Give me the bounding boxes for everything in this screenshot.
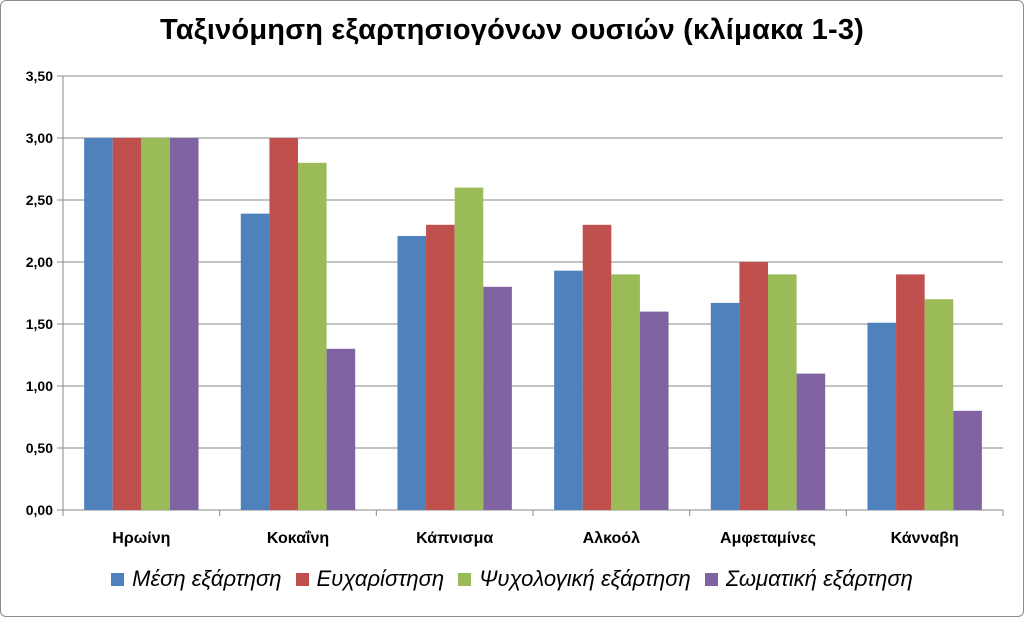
bar	[298, 162, 327, 511]
bar	[326, 348, 356, 510]
bar	[269, 138, 298, 510]
legend-label: Μέση εξάρτηση	[132, 566, 282, 591]
y-tick-label: 0,50	[26, 440, 53, 456]
bar	[710, 302, 740, 510]
y-tick-label: 3,50	[26, 68, 53, 84]
x-tick-label: Κάπνισμα	[416, 530, 493, 547]
bar	[796, 373, 826, 510]
legend-item-physical-dependence: Σωματική εξάρτηση	[704, 566, 913, 592]
y-tick-label: 2,50	[26, 192, 53, 208]
bar	[169, 138, 199, 510]
legend-swatch-avg-dependence	[111, 572, 125, 586]
legend-item-pleasure: Ευχαρίστηση	[295, 566, 445, 592]
legend-label: Ευχαρίστηση	[316, 566, 445, 591]
bar	[84, 138, 113, 510]
bar	[867, 322, 897, 510]
chart-title: Ταξινόμηση εξαρτησιογόνων ουσιών (κλίμακ…	[159, 14, 865, 46]
y-tick-label: 1,50	[26, 316, 53, 332]
bar	[454, 187, 484, 510]
bar	[397, 235, 427, 510]
bar	[639, 311, 669, 510]
x-tick-label: Κοκαΐνη	[267, 530, 329, 547]
bar	[426, 224, 455, 511]
legend-label: Ψυχολογική εξάρτηση	[479, 566, 691, 591]
y-tick-label: 0,00	[26, 502, 53, 518]
legend-label: Σωματική εξάρτηση	[725, 566, 913, 591]
bar	[953, 410, 982, 510]
legend-swatch-physical-dependence	[704, 572, 718, 586]
y-tick-label: 3,00	[26, 130, 53, 146]
bar	[483, 286, 512, 510]
bar	[582, 224, 612, 511]
legend-item-psychological-dependence: Ψυχολογική εξάρτηση	[458, 566, 691, 592]
bar	[739, 262, 768, 510]
bar	[112, 138, 142, 510]
y-tick-label: 2,00	[26, 254, 53, 270]
bar	[240, 213, 270, 510]
x-tick-label: Κάνναβη	[891, 530, 959, 547]
legend: Μέση εξάρτηση Ευχαρίστηση Ψυχολογική εξά…	[0, 566, 1024, 592]
legend-swatch-psychological-dependence	[458, 572, 472, 586]
bar	[554, 270, 583, 510]
bar	[141, 138, 170, 510]
bar	[924, 299, 954, 510]
legend-item-avg-dependence: Μέση εξάρτηση	[111, 566, 282, 592]
y-tick-label: 1,00	[26, 378, 53, 394]
bar	[768, 274, 797, 510]
bar	[611, 274, 640, 510]
legend-swatch-pleasure	[295, 572, 309, 586]
x-tick-label: Αμφεταμίνες	[720, 530, 816, 547]
x-tick-label: Αλκοόλ	[583, 530, 640, 547]
bar	[896, 274, 925, 510]
x-tick-label: Ηρωίνη	[112, 530, 170, 547]
